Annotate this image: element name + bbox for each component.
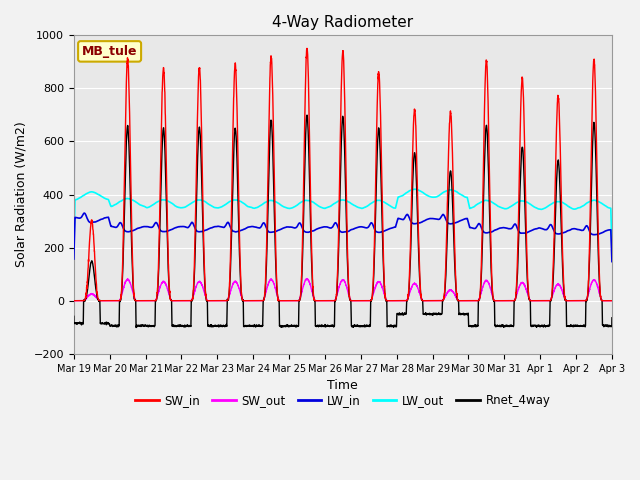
X-axis label: Time: Time: [328, 379, 358, 392]
Text: MB_tule: MB_tule: [82, 45, 138, 58]
Y-axis label: Solar Radiation (W/m2): Solar Radiation (W/m2): [15, 122, 28, 267]
Title: 4-Way Radiometer: 4-Way Radiometer: [272, 15, 413, 30]
Legend: SW_in, SW_out, LW_in, LW_out, Rnet_4way: SW_in, SW_out, LW_in, LW_out, Rnet_4way: [131, 389, 556, 411]
